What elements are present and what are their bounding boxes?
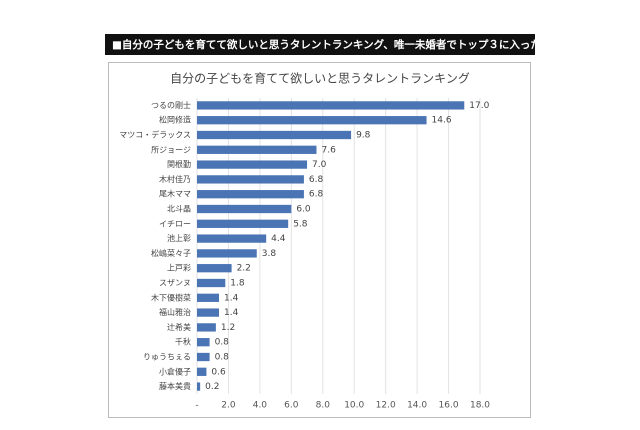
plot: - 2.0 4.0 6.0 8.0 10.0 12.0 14.0 16.0 18.0 つるの剛士 17… — [119, 98, 490, 411]
bar — [197, 338, 210, 347]
bar — [197, 293, 220, 302]
data-label: 0.8 — [215, 338, 230, 348]
x-tick-label: 14.0 — [407, 401, 427, 411]
data-label: 0.8 — [215, 353, 230, 363]
y-tick-label: スザンヌ — [159, 279, 191, 288]
y-tick-label: 北斗晶 — [167, 205, 191, 214]
x-tick-label: 10.0 — [344, 401, 364, 411]
bar — [197, 116, 427, 125]
bar — [197, 130, 352, 140]
x-tick-label: 2.0 — [221, 401, 236, 411]
bar — [197, 308, 220, 317]
data-label: 6.8 — [309, 190, 324, 200]
data-label: 6.0 — [296, 205, 311, 215]
data-label: 6.8 — [309, 175, 324, 185]
data-label: 7.6 — [321, 145, 336, 155]
bar — [197, 175, 304, 184]
y-tick-label: 千秋 — [175, 337, 191, 347]
y-tick-label: つるの剛士 — [151, 100, 191, 110]
bar — [197, 278, 226, 288]
bar — [197, 249, 257, 258]
y-tick-label: マツコ・デラックス — [119, 130, 191, 140]
y-tick-label: 上戸彩 — [167, 263, 191, 273]
y-tick-label: 所ジョージ — [151, 144, 191, 154]
y-tick-label: りゅうちぇる — [143, 353, 191, 362]
bar — [197, 101, 465, 110]
header-title: ■自分の子どもを育てて欲しいと思うタレントランキング、唯一未婚者でトップ３に入っ… — [112, 38, 583, 51]
data-label: 5.8 — [293, 219, 308, 229]
bar — [197, 264, 232, 273]
y-tick-label: 関根勤 — [167, 159, 191, 169]
x-tick-label: 6.0 — [284, 401, 299, 411]
data-label: 0.2 — [205, 382, 219, 392]
bar — [197, 145, 317, 154]
data-label: 3.8 — [262, 249, 277, 259]
data-label: 4.4 — [271, 234, 286, 244]
y-tick-label: 藤本美貴 — [159, 381, 191, 391]
bar — [197, 204, 292, 214]
data-label: 1.4 — [224, 308, 239, 318]
bar — [197, 352, 210, 362]
x-tick-label: 8.0 — [316, 401, 331, 411]
y-tick-label: 松岡修造 — [159, 115, 191, 125]
x-tick-label: - — [195, 401, 198, 411]
bar — [197, 219, 289, 228]
y-tick-label: 木村佳乃 — [159, 174, 191, 184]
data-label: 1.4 — [224, 293, 239, 303]
x-tick-label: 12.0 — [376, 401, 396, 411]
bar — [197, 367, 207, 376]
chart-frame — [108, 62, 531, 418]
y-tick-label: 松嶋菜々子 — [151, 248, 191, 258]
bar — [197, 382, 201, 391]
y-tick-label: 木下優樹菜 — [151, 292, 191, 302]
data-label: 7.0 — [312, 160, 327, 170]
data-label: 2.2 — [237, 264, 251, 274]
chart-title: 自分の子どもを育てて欲しいと思うタレントランキング — [170, 71, 470, 86]
data-label: 17.0 — [469, 101, 489, 111]
data-label: 0.6 — [211, 367, 226, 377]
y-tick-label: 辻希美 — [167, 322, 191, 332]
bar — [197, 190, 304, 199]
bar — [197, 234, 267, 243]
x-tick-label: 18.0 — [470, 401, 490, 411]
header-bar — [105, 34, 535, 55]
data-label: 9.8 — [356, 131, 371, 141]
data-label: 14.6 — [432, 116, 452, 126]
y-tick-label: 福山雅治 — [159, 307, 191, 317]
y-tick-label: 小倉優子 — [159, 366, 191, 376]
y-tick-label: 池上彰 — [167, 233, 191, 243]
y-tick-label: イチロー — [159, 219, 191, 228]
y-tick-label: 尾木ママ — [159, 189, 191, 199]
x-tick-label: 16.0 — [439, 401, 459, 411]
data-label: 1.8 — [230, 279, 245, 289]
data-label: 1.2 — [221, 323, 235, 333]
x-tick-label: 4.0 — [253, 401, 268, 411]
bar — [197, 160, 308, 169]
bar — [197, 323, 216, 332]
